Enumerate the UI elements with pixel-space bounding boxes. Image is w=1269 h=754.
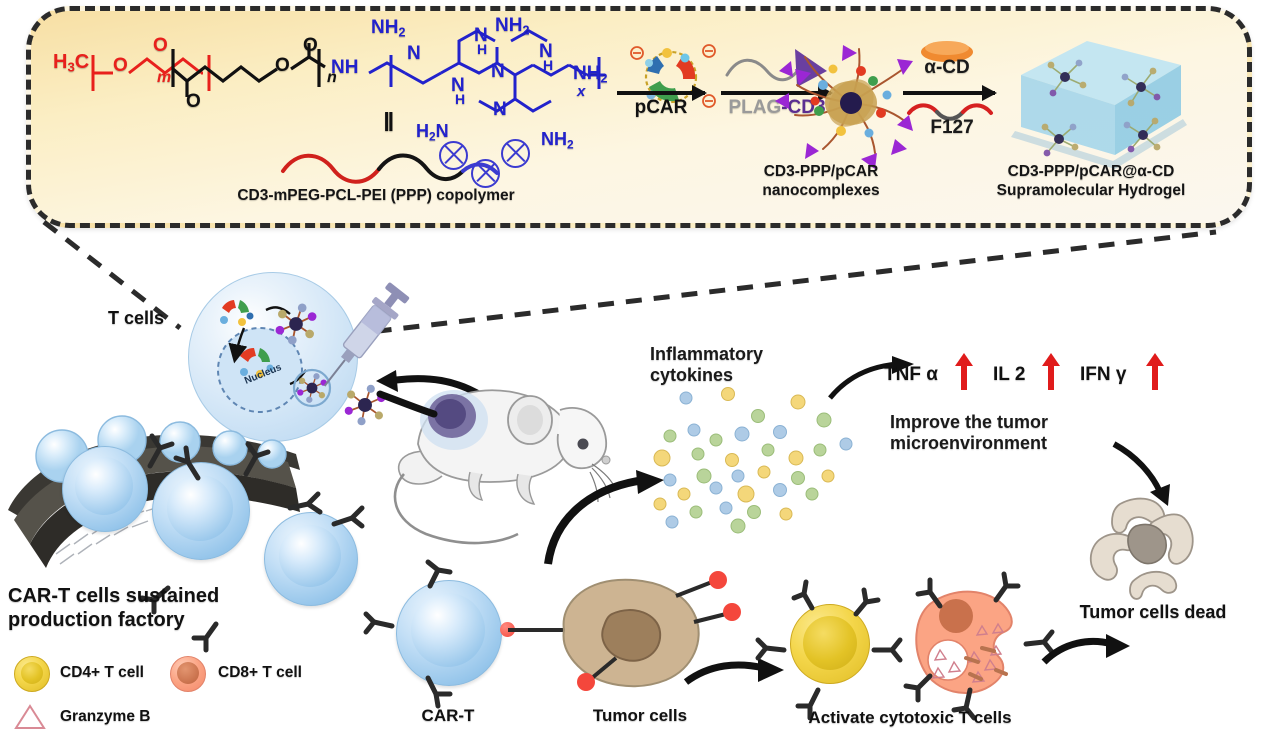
- chem-pei-network: [368, 29, 605, 113]
- chem-pcl-chain: [171, 43, 326, 97]
- t-cells-label: T cells: [108, 308, 165, 328]
- arrow-to-cytokines: [544, 470, 664, 565]
- alpha-cd-icon: [921, 41, 973, 62]
- chem-h3c: H3C: [53, 51, 90, 75]
- antigen-link: [508, 628, 566, 632]
- arrow-to-tumor-dead: [1112, 441, 1170, 506]
- t-cell-contents: Nucleus: [217, 300, 332, 413]
- mouse-illustration: [376, 389, 617, 545]
- cd4-activated-cell: [790, 604, 870, 684]
- car-t-cell-factory-3: [264, 512, 358, 606]
- reaction-label-alpha-cd: α-CD: [924, 57, 970, 78]
- legend-granzyme-swatch: [14, 704, 46, 729]
- improve-microenvironment-label: Improve the tumor microenvironment: [890, 412, 1049, 454]
- leader-lines: [42, 220, 1217, 341]
- syringe-icon: [323, 282, 410, 387]
- legend-cd8-swatch: [170, 656, 206, 692]
- caption-nanocomplexes: CD3-PPP/pCAR nanocomplexes: [762, 163, 880, 199]
- tumor-cells-dead-label: Tumor cells dead: [1079, 602, 1227, 622]
- caption-hydrogel: CD3-PPP/pCAR@α-CD Supramolecular Hydroge…: [996, 163, 1186, 199]
- chem-nh2-d: NH2: [541, 129, 574, 152]
- chem-h2n-a: H2N: [416, 121, 449, 144]
- chem-carbonyl-o1: O: [186, 91, 201, 112]
- nanocomplex-icon: [775, 45, 913, 169]
- reaction-label-pcar: pCAR: [634, 97, 688, 118]
- chem-peg-chain: [91, 55, 211, 91]
- tumor-cells-dead-icon: [1089, 497, 1194, 600]
- arrow-to-cytotoxic: [683, 658, 784, 685]
- tnf-up-arrow-icon: [955, 353, 973, 390]
- pei-ring-1: [439, 141, 468, 170]
- caption-copolymer: CD3-mPEG-PCL-PEI (PPP) copolymer: [237, 187, 515, 204]
- tumor-cell-main: [562, 578, 700, 688]
- legend-granzyme-label: Granzyme B: [60, 708, 151, 725]
- cd4-receptors: [755, 579, 903, 721]
- car-receptors-factory: [139, 433, 365, 653]
- car-t-cell-factory-2: [152, 462, 250, 560]
- car-t-cell-main: [396, 580, 502, 686]
- chem-nh-amide: NH: [331, 57, 359, 78]
- chem-subscript-m: m: [157, 69, 172, 86]
- car-t-label: CAR-T: [421, 706, 475, 725]
- reaction-arrow-3: [903, 85, 997, 101]
- synthesis-banner: H3C O O m O O O n NH: [26, 6, 1252, 228]
- nanocomplex-external: [344, 384, 386, 426]
- legend-cd4-swatch: [14, 656, 50, 692]
- plag-text: PLAG: [728, 97, 782, 118]
- chem-n3: N: [539, 41, 553, 62]
- chem-double-bar: ǀǀ: [383, 107, 394, 137]
- cd8-cytotoxic-cell: [915, 590, 1013, 694]
- chem-subscript-n: n: [327, 69, 337, 86]
- il2-up-arrow-icon: [1042, 353, 1060, 390]
- tumor-cells-label: Tumor cells: [592, 706, 688, 725]
- pei-ring-3: [501, 139, 530, 168]
- tumor-antigen-bound: [500, 622, 515, 637]
- chem-n-top-h: H: [477, 41, 488, 57]
- hydrogel-block-icon: [1011, 41, 1187, 169]
- chem-n1: N: [407, 43, 421, 64]
- chem-nh2-a: NH2: [371, 17, 406, 40]
- arrow-to-cytokine-list: [828, 356, 914, 400]
- inflammatory-cytokines-label: Inflammatory cytokines: [650, 344, 764, 386]
- cd8-receptors: [903, 571, 1055, 721]
- cytokine-tnf-alpha: TNF α: [884, 364, 938, 385]
- cytokine-il2: IL 2: [993, 364, 1026, 385]
- chem-nh-1h: H: [455, 91, 466, 107]
- chem-o-ester: O: [275, 55, 290, 76]
- legend-cd8-label: CD8+ T cell: [218, 664, 302, 681]
- f127-icon: [907, 103, 993, 121]
- pei-ring-2: [471, 159, 500, 188]
- cytokine-ifn-gamma: IFN γ: [1080, 364, 1127, 385]
- arrow-to-dead-lower: [1041, 634, 1130, 665]
- chem-carbonyl-o2: O: [303, 35, 318, 56]
- chem-subscript-x: x: [577, 83, 586, 100]
- chem-nh2-c: NH2: [573, 63, 608, 86]
- chem-o-peg: O: [113, 55, 128, 76]
- chem-nh2-b: NH2: [495, 15, 530, 38]
- tumor-antigens: [577, 571, 741, 691]
- car-t-cell-factory-1: [62, 446, 148, 532]
- chem-n3-h: H: [543, 57, 554, 73]
- chem-n-top: N: [474, 25, 488, 46]
- factory-title: CAR-T cells sustained production factory: [8, 585, 220, 632]
- legend-cd4-label: CD4+ T cell: [60, 664, 144, 681]
- ifn-up-arrow-icon: [1146, 353, 1164, 390]
- chem-n4: N: [493, 99, 507, 120]
- chem-o-peg2: O: [153, 35, 168, 56]
- cytokine-cloud: [653, 387, 853, 534]
- reaction-arrow-1: [617, 85, 707, 101]
- chem-n2: N: [491, 61, 505, 82]
- activate-cytotoxic-label: Activate cytotoxic T cells: [808, 708, 1012, 727]
- car-t-receptors: [363, 559, 453, 709]
- reaction-label-f127: F127: [930, 117, 974, 138]
- chem-nh-1: N: [451, 75, 465, 96]
